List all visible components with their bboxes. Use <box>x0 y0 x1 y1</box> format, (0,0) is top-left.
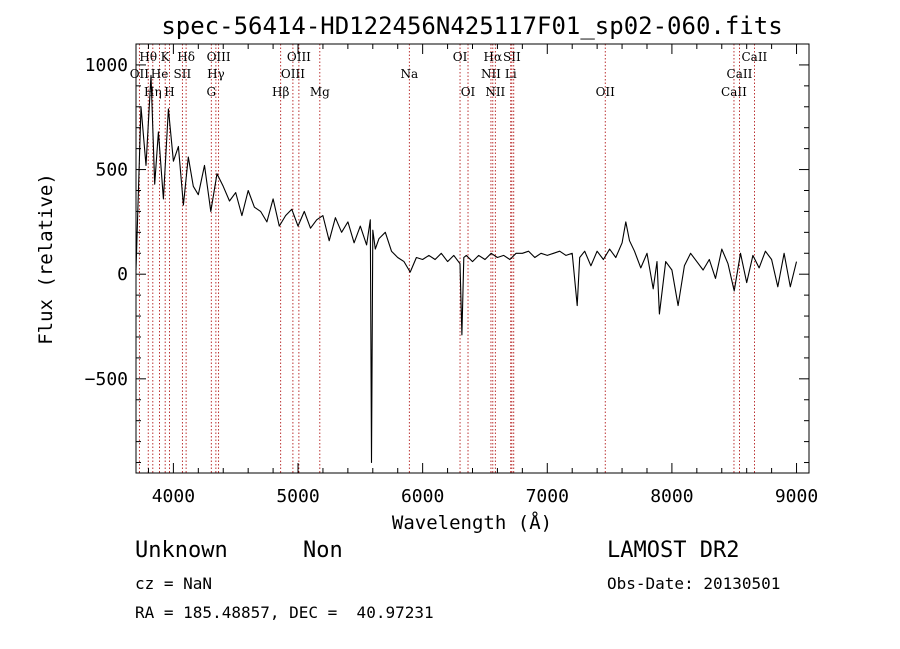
line-marker-label: CaII <box>727 67 753 81</box>
line-marker-label: OII <box>130 67 150 81</box>
line-marker-label: Hη <box>144 85 162 99</box>
y-tick-label: 500 <box>95 160 128 181</box>
ra-dec-value: RA = 185.48857, DEC = 40.97231 <box>135 603 434 622</box>
line-marker-label: SII <box>174 67 192 81</box>
x-axis: 4000 5000 6000 7000 8000 9000 <box>147 44 818 507</box>
cz-value: cz = NaN <box>135 574 213 593</box>
obs-date: Obs-Date: 20130501 <box>607 574 781 593</box>
line-marker-label: Mg <box>310 85 330 99</box>
x-tick-label: 7000 <box>526 486 569 507</box>
line-marker-label: He <box>151 67 169 81</box>
line-marker-label: Hθ <box>139 50 157 64</box>
x-axis-label: Wavelength (Å) <box>392 511 552 534</box>
line-marker-label: OII <box>596 85 616 99</box>
line-marker-label: Na <box>400 67 418 81</box>
line-marker-label: OI <box>461 85 476 99</box>
line-marker-label: Hγ <box>207 67 225 81</box>
plot-frame <box>135 43 810 474</box>
line-marker-label: Hδ <box>177 50 195 64</box>
line-marker-label: OIII <box>207 50 231 64</box>
y-tick-label: 0 <box>117 264 128 285</box>
survey-label: LAMOST DR2 <box>607 538 740 563</box>
line-marker-label: Hβ <box>272 85 289 99</box>
line-markers: OIIHθHηHeKHSIIHδGHγOIIIHβOIIIOIIIMgNaOIO… <box>130 44 768 473</box>
y-axis: 1000 500 0 −500 <box>85 43 809 464</box>
subclass-label: Non <box>303 538 343 563</box>
series-line <box>135 74 798 464</box>
y-tick-label: 1000 <box>85 55 128 76</box>
line-marker-label: OIII <box>287 50 311 64</box>
x-tick-label: 4000 <box>152 486 195 507</box>
line-marker-label: SII <box>503 50 521 64</box>
y-tick-label: −500 <box>85 369 128 390</box>
class-label: Unknown <box>135 538 228 563</box>
line-marker-label: H <box>164 85 174 99</box>
line-marker-label: OIII <box>281 67 305 81</box>
line-marker-label: CaII <box>721 85 747 99</box>
line-marker-label: Li <box>505 67 517 81</box>
series-group <box>135 74 798 464</box>
y-axis-label: Flux (relative) <box>35 173 57 345</box>
x-tick-label: 9000 <box>775 486 818 507</box>
x-tick-label: 6000 <box>401 486 444 507</box>
line-marker-label: NII <box>485 85 505 99</box>
x-tick-label: 5000 <box>276 486 319 507</box>
line-marker-label: OI <box>453 50 468 64</box>
line-marker-label: G <box>206 85 216 99</box>
line-marker-label: Hα <box>484 50 503 64</box>
chart-title: spec-56414-HD122456N425117F01_sp02-060.f… <box>161 12 782 40</box>
line-marker-label: CaII <box>741 50 767 64</box>
line-marker-label: NII <box>481 67 501 81</box>
x-tick-label: 8000 <box>650 486 693 507</box>
line-marker-label: K <box>161 50 171 64</box>
